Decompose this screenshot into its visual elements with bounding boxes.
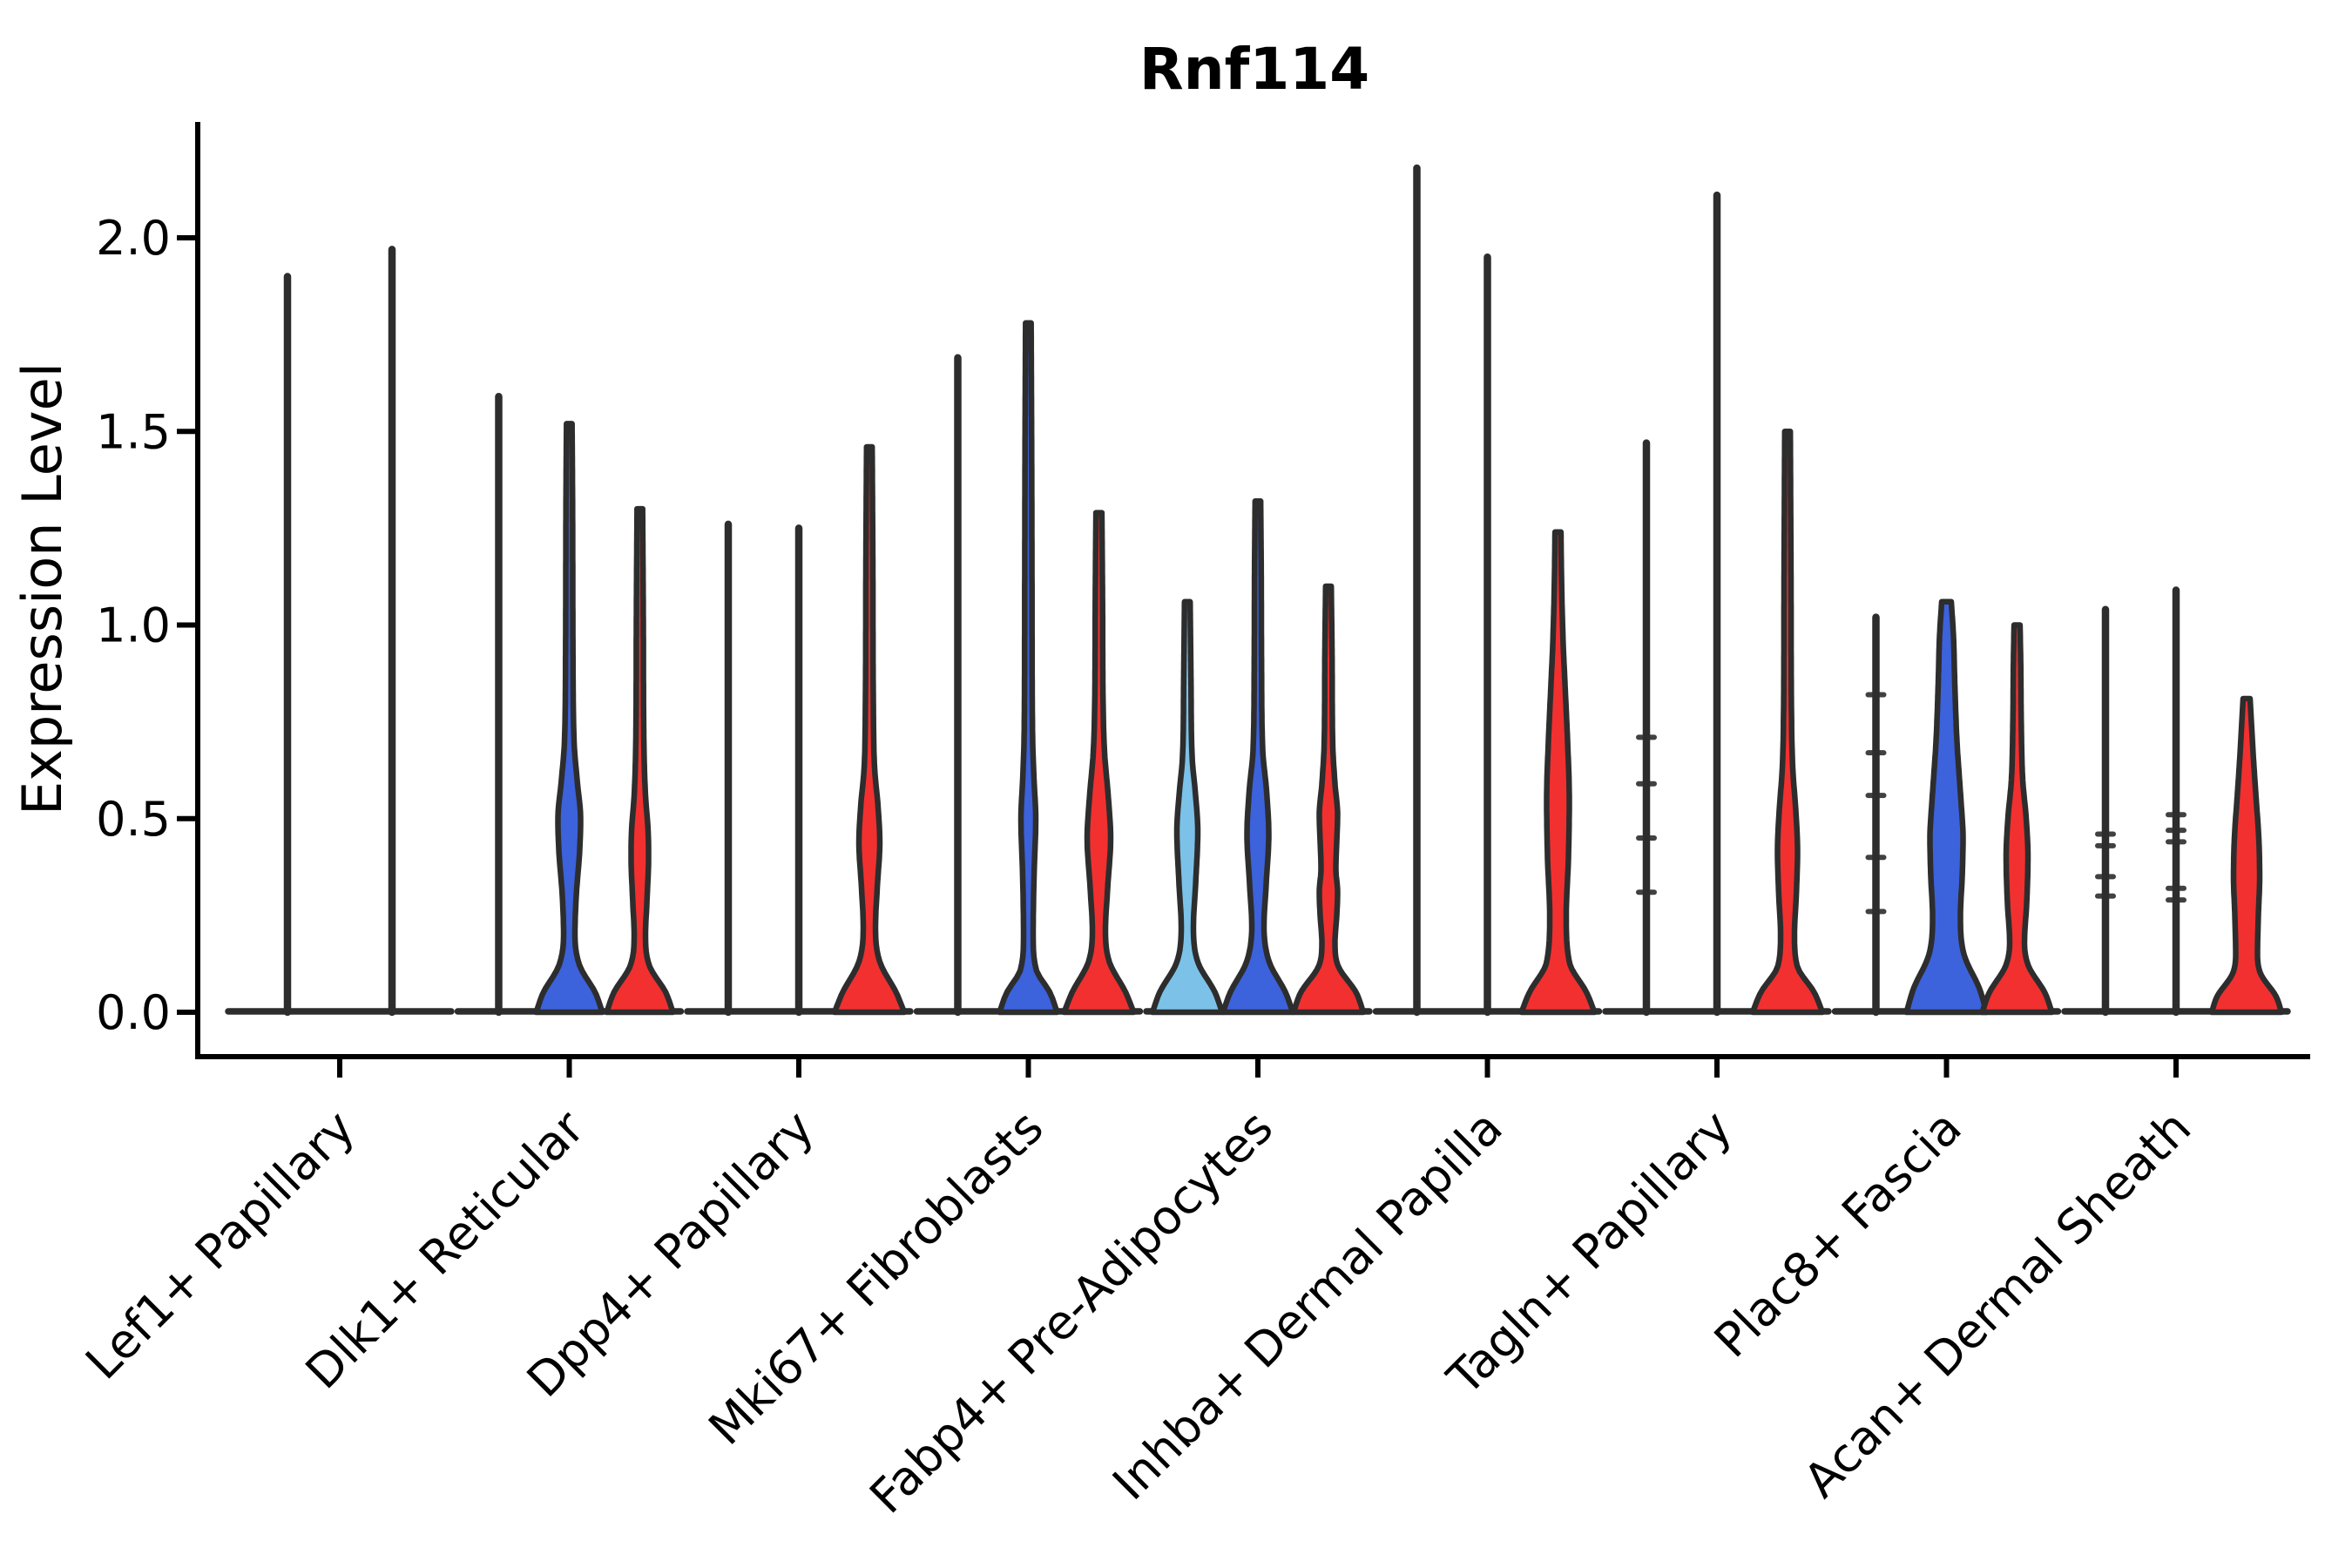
body-violin: [604, 505, 676, 1016]
x-tick-label: Fabp4+ Pre-Adipocytes: [859, 1100, 1283, 1524]
body-violin: [1220, 498, 1296, 1016]
violin-group: [2061, 586, 2291, 1017]
body-violin: [1061, 510, 1137, 1016]
violin-group: [225, 246, 455, 1017]
violin-group: [913, 320, 1144, 1017]
body-violin: [1749, 429, 1826, 1016]
body-violin: [1518, 529, 1598, 1016]
violin-group: [1372, 164, 1603, 1017]
body-violin: [997, 320, 1060, 1016]
violin-group: [1831, 598, 2062, 1017]
x-tick-label: Plac8+ Fascia: [1704, 1100, 1972, 1369]
y-tick-label: 1.5: [96, 404, 171, 459]
body-violin: [831, 443, 908, 1016]
body-violin: [1290, 583, 1367, 1016]
y-axis-label: Expression Level: [10, 362, 74, 815]
body-violin: [533, 421, 605, 1016]
violin-group: [1602, 191, 1832, 1017]
y-tick-label: 0.5: [96, 792, 171, 847]
body-violin: [1149, 598, 1226, 1016]
body-violin: [1903, 598, 1990, 1016]
x-tick-label: Acan+ Dermal Sheath: [1794, 1100, 2201, 1508]
violin-group: [1143, 498, 1373, 1016]
y-tick-label: 0.0: [96, 985, 171, 1040]
axes: 0.0 0.5 1.0 1.5 2.0: [96, 122, 2310, 1078]
violin-group: [684, 443, 914, 1017]
y-tick-label: 1.0: [96, 598, 171, 653]
x-tick-label: Inhba+ Dermal Papilla: [1102, 1100, 1512, 1511]
chart-title: Rnf114: [1139, 36, 1369, 103]
violin-group: [454, 392, 685, 1017]
y-tick-label: 2.0: [96, 211, 171, 266]
body-violin: [1979, 622, 2055, 1016]
violins: [225, 164, 2291, 1017]
body-violin: [2208, 695, 2285, 1016]
